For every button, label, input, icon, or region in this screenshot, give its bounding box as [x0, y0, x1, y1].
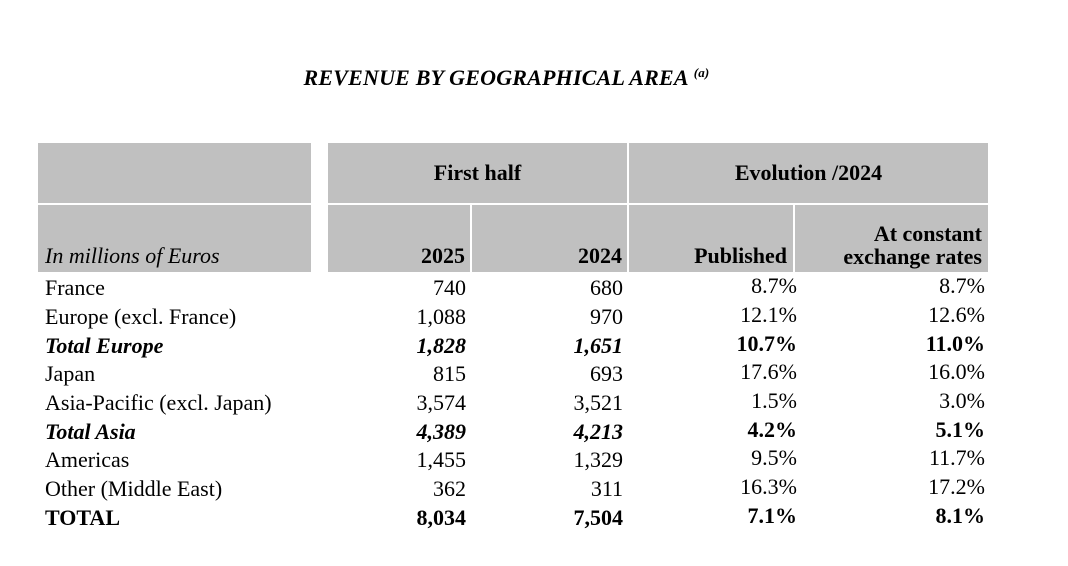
table-row: TOTAL 8,034 7,504 7.1% 8.1% — [38, 502, 988, 533]
unit-label-cell: In millions of Euros — [38, 203, 311, 272]
value-constant-rates: 11.7% — [928, 445, 985, 471]
value-2024: 970 — [590, 304, 623, 330]
value-2025: 1,088 — [416, 304, 467, 330]
row-label: Asia-Pacific (excl. Japan) — [45, 390, 272, 416]
value-constant-rates: 8.1% — [935, 502, 986, 528]
page-title-text: REVENUE BY GEOGRAPHICAL AREA — [303, 65, 689, 90]
value-2025: 362 — [433, 476, 466, 502]
row-label: TOTAL — [45, 504, 120, 530]
value-published: 4.2% — [747, 416, 798, 442]
column-group-evolution: Evolution /2024 — [627, 143, 988, 203]
value-2024: 4,213 — [573, 418, 624, 444]
value-published: 7.1% — [747, 502, 798, 528]
column-header-2024: 2024 — [470, 203, 627, 272]
column-header-2025: 2025 — [328, 203, 470, 272]
table-body: France 740 680 8.7% 8.7% Europe (excl. F… — [38, 273, 988, 533]
table-row: Total Europe 1,828 1,651 10.7% 11.0% — [38, 331, 988, 360]
value-published: 9.5% — [751, 445, 797, 471]
table-header: In millions of Euros First half Evolutio… — [38, 143, 988, 272]
header-column-gap — [311, 143, 328, 272]
table-row: Other (Middle East) 362 311 16.3% 17.2% — [38, 474, 988, 504]
table-row: Total Asia 4,389 4,213 4.2% 5.1% — [38, 417, 988, 446]
value-2025: 8,034 — [416, 504, 467, 530]
page-title: REVENUE BY GEOGRAPHICAL AREA (a) — [0, 64, 1013, 95]
value-2024: 3,521 — [573, 390, 624, 416]
value-2025: 3,574 — [416, 390, 467, 416]
value-2024: 680 — [590, 275, 623, 301]
table-row: France 740 680 8.7% 8.7% — [38, 273, 988, 303]
row-label: Other (Middle East) — [45, 476, 223, 502]
row-label: Total Europe — [45, 332, 164, 358]
value-published: 17.6% — [740, 359, 797, 385]
value-2025: 740 — [433, 275, 466, 301]
value-2025: 815 — [433, 361, 466, 387]
value-constant-rates: 16.0% — [928, 359, 985, 385]
value-constant-rates: 3.0% — [939, 388, 985, 414]
header-spacer-cell — [38, 143, 311, 203]
value-constant-rates: 8.7% — [939, 273, 985, 299]
column-header-published: Published — [627, 203, 793, 272]
value-constant-rates: 17.2% — [928, 474, 985, 500]
table-row: Japan 815 693 17.6% 16.0% — [38, 359, 988, 389]
table-row: Europe (excl. France) 1,088 970 12.1% 12… — [38, 302, 988, 332]
value-2024: 693 — [590, 361, 623, 387]
value-published: 16.3% — [740, 474, 797, 500]
value-2024: 1,651 — [573, 332, 624, 358]
row-label: Europe (excl. France) — [45, 304, 237, 330]
row-label: Total Asia — [45, 418, 136, 444]
value-published: 10.7% — [736, 330, 798, 356]
row-label: Japan — [45, 361, 96, 387]
value-constant-rates: 5.1% — [935, 416, 986, 442]
column-header-constant-rates: At constant exchange rates — [793, 203, 988, 272]
value-constant-rates: 11.0% — [925, 330, 985, 356]
value-2024: 7,504 — [573, 504, 624, 530]
value-published: 1.5% — [751, 388, 797, 414]
column-group-first-half: First half — [328, 143, 627, 203]
value-2025: 4,389 — [416, 418, 467, 444]
row-label: Americas — [45, 447, 130, 473]
table-row: Asia-Pacific (excl. Japan) 3,574 3,521 1… — [38, 388, 988, 418]
value-2025: 1,455 — [416, 447, 467, 473]
table-row: Americas 1,455 1,329 9.5% 11.7% — [38, 445, 988, 475]
footnote-reference: (a) — [693, 65, 710, 80]
value-published: 12.1% — [740, 302, 797, 328]
value-published: 8.7% — [751, 273, 797, 299]
value-2024: 311 — [590, 476, 623, 502]
value-constant-rates: 12.6% — [928, 302, 985, 328]
row-label: France — [45, 275, 105, 301]
value-2025: 1,828 — [416, 332, 467, 358]
value-2024: 1,329 — [573, 447, 624, 473]
